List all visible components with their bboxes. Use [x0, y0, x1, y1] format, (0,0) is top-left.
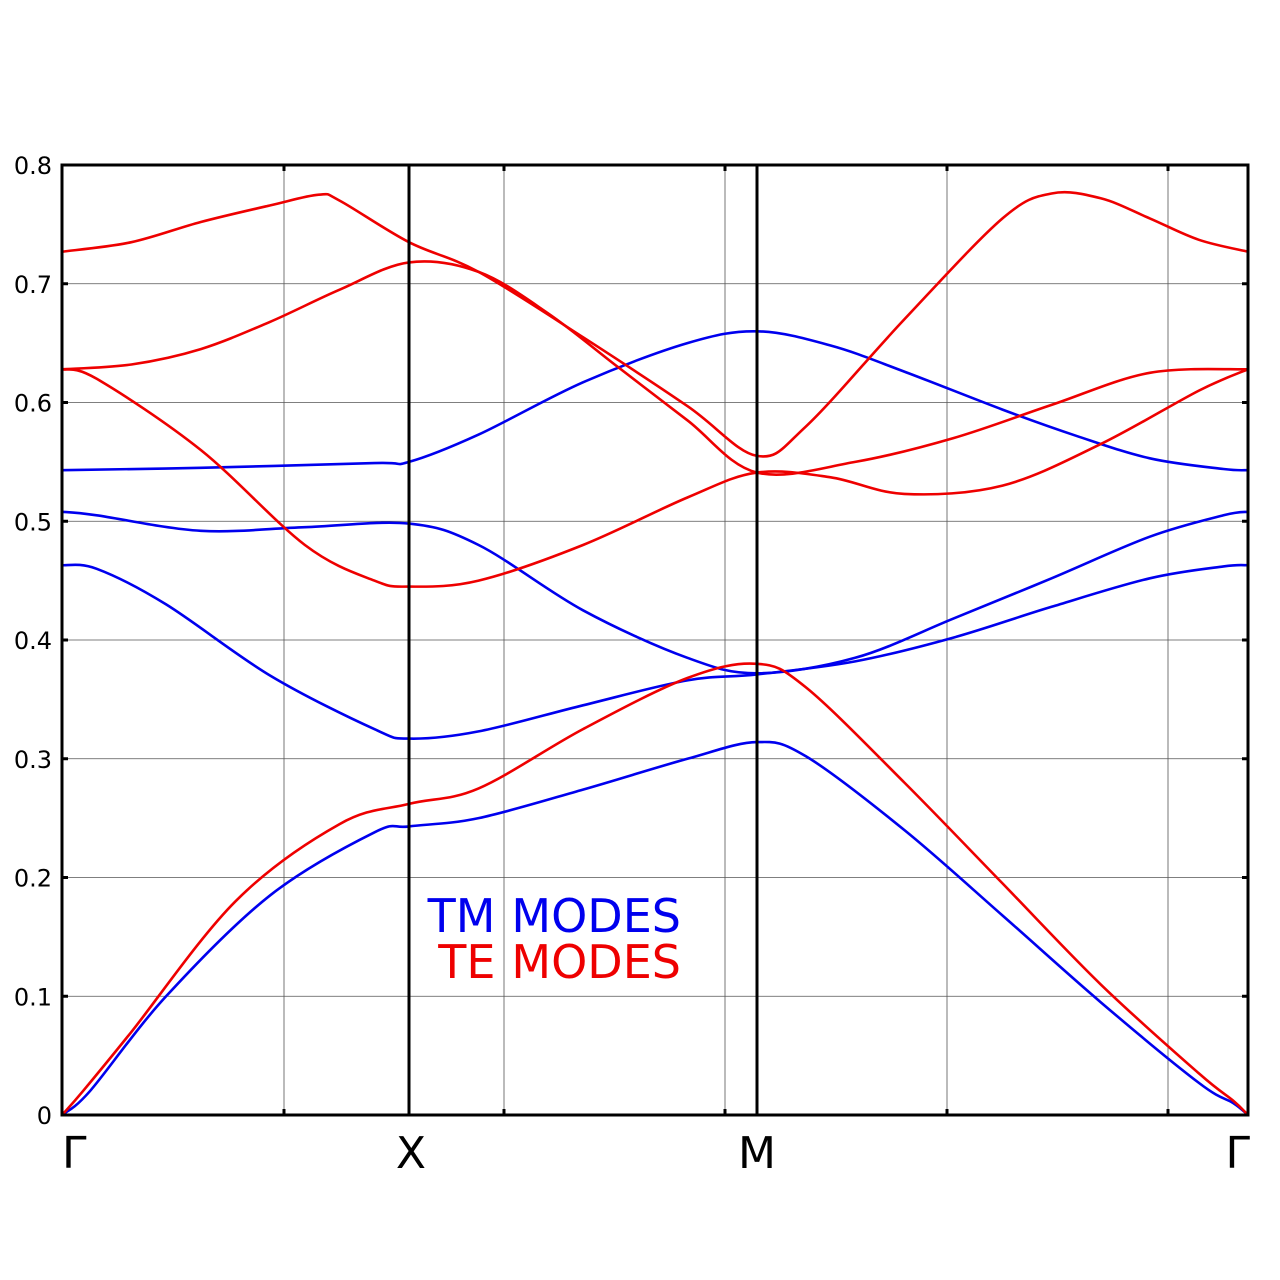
- ytick-label-2: 0.2: [14, 865, 52, 893]
- ytick-label-7: 0.7: [14, 271, 52, 299]
- ytick-label-0: 0: [37, 1102, 52, 1130]
- kpoint-label-0: Γ: [62, 1128, 87, 1179]
- ytick-label-5: 0.5: [14, 508, 52, 536]
- ytick-label-3: 0.3: [14, 746, 52, 774]
- legend-te-prefix: TE: [437, 935, 495, 989]
- legend-tm-suffix: MODES: [511, 889, 681, 943]
- legend-tm: TM MODES: [427, 889, 681, 943]
- kpoint-label-2: M: [738, 1128, 776, 1179]
- kpoint-label-1: X: [396, 1128, 426, 1179]
- tm-band-0: [61, 740, 1249, 1117]
- te-band-6: [61, 260, 1249, 476]
- kpoint-label-3: Γ: [1225, 1128, 1250, 1179]
- legend-te: TE MODES: [437, 935, 681, 989]
- legend: TM MODES TE MODES: [427, 889, 681, 989]
- ytick-label-6: 0.6: [14, 390, 52, 418]
- ytick-label-4: 0.4: [14, 627, 52, 655]
- band-curves: [61, 190, 1249, 1117]
- plot-frame: [60, 163, 1250, 1117]
- y-axis-ticks: 0 0.1 0.2 0.3 0.4 0.5 0.6 0.7 0.8: [14, 152, 52, 1130]
- legend-te-suffix: MODES: [511, 935, 681, 989]
- te-band-7: [61, 190, 1249, 458]
- ytick-label-1: 0.1: [14, 983, 52, 1011]
- te-band-5: [61, 368, 1249, 588]
- te-band-4: [61, 662, 1249, 1116]
- ytick-label-8: 0.8: [14, 152, 52, 180]
- tm-band-1: [61, 563, 1249, 740]
- tm-band-2: [61, 510, 1249, 675]
- legend-tm-prefix: TM: [427, 889, 496, 943]
